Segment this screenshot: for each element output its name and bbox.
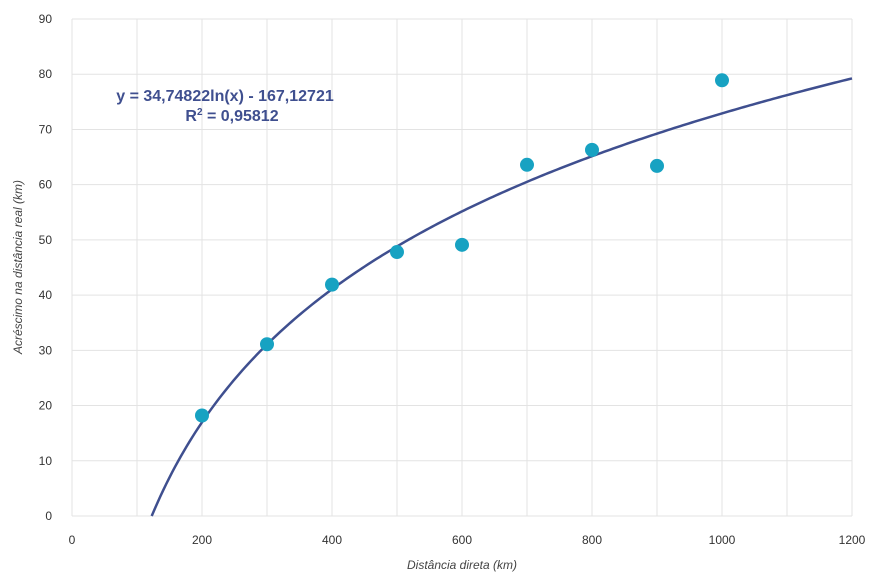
data-point bbox=[325, 277, 339, 292]
data-point bbox=[585, 142, 599, 157]
r-squared-exponent: 2 bbox=[197, 107, 203, 118]
data-point bbox=[650, 158, 664, 173]
x-tick-label: 1200 bbox=[839, 533, 866, 547]
x-tick-label: 400 bbox=[322, 533, 342, 547]
y-tick-label: 0 bbox=[45, 509, 52, 523]
data-point bbox=[390, 245, 404, 260]
trendline bbox=[150, 77, 853, 517]
x-tick-labels: 0 200 400 600 800 1000 1200 bbox=[69, 533, 866, 547]
x-tick-label: 1000 bbox=[709, 533, 736, 547]
trendline-equation: y = 34,74822ln(x) - 167,12721 bbox=[116, 88, 334, 105]
y-tick-label: 60 bbox=[39, 178, 53, 192]
y-tick-label: 70 bbox=[39, 122, 53, 136]
x-tick-label: 200 bbox=[192, 533, 212, 547]
r-squared-prefix: R bbox=[185, 108, 197, 125]
data-point bbox=[455, 237, 469, 252]
y-tick-label: 40 bbox=[39, 288, 53, 302]
x-axis-title: Distância direta (km) bbox=[407, 558, 517, 572]
x-tick-label: 0 bbox=[69, 533, 76, 547]
data-point bbox=[195, 408, 209, 423]
x-tick-label: 600 bbox=[452, 533, 472, 547]
y-tick-label: 50 bbox=[39, 233, 53, 247]
y-tick-label: 20 bbox=[39, 399, 53, 413]
x-tick-label: 800 bbox=[582, 533, 602, 547]
y-tick-labels: 0 10 20 30 40 50 60 70 80 90 bbox=[39, 12, 53, 523]
y-tick-label: 90 bbox=[39, 12, 53, 26]
data-point bbox=[715, 73, 729, 88]
r-squared-label: R2 = 0,95812 bbox=[185, 107, 278, 125]
y-tick-label: 10 bbox=[39, 454, 53, 468]
y-axis-title: Acréscimo na distância real (km) bbox=[11, 180, 25, 355]
data-point bbox=[520, 157, 534, 172]
y-tick-label: 80 bbox=[39, 67, 53, 81]
data-point bbox=[260, 337, 274, 352]
data-points bbox=[195, 73, 729, 423]
y-tick-label: 30 bbox=[39, 343, 53, 357]
x-gridlines bbox=[71, 19, 853, 516]
r-squared-value: = 0,95812 bbox=[203, 108, 279, 125]
